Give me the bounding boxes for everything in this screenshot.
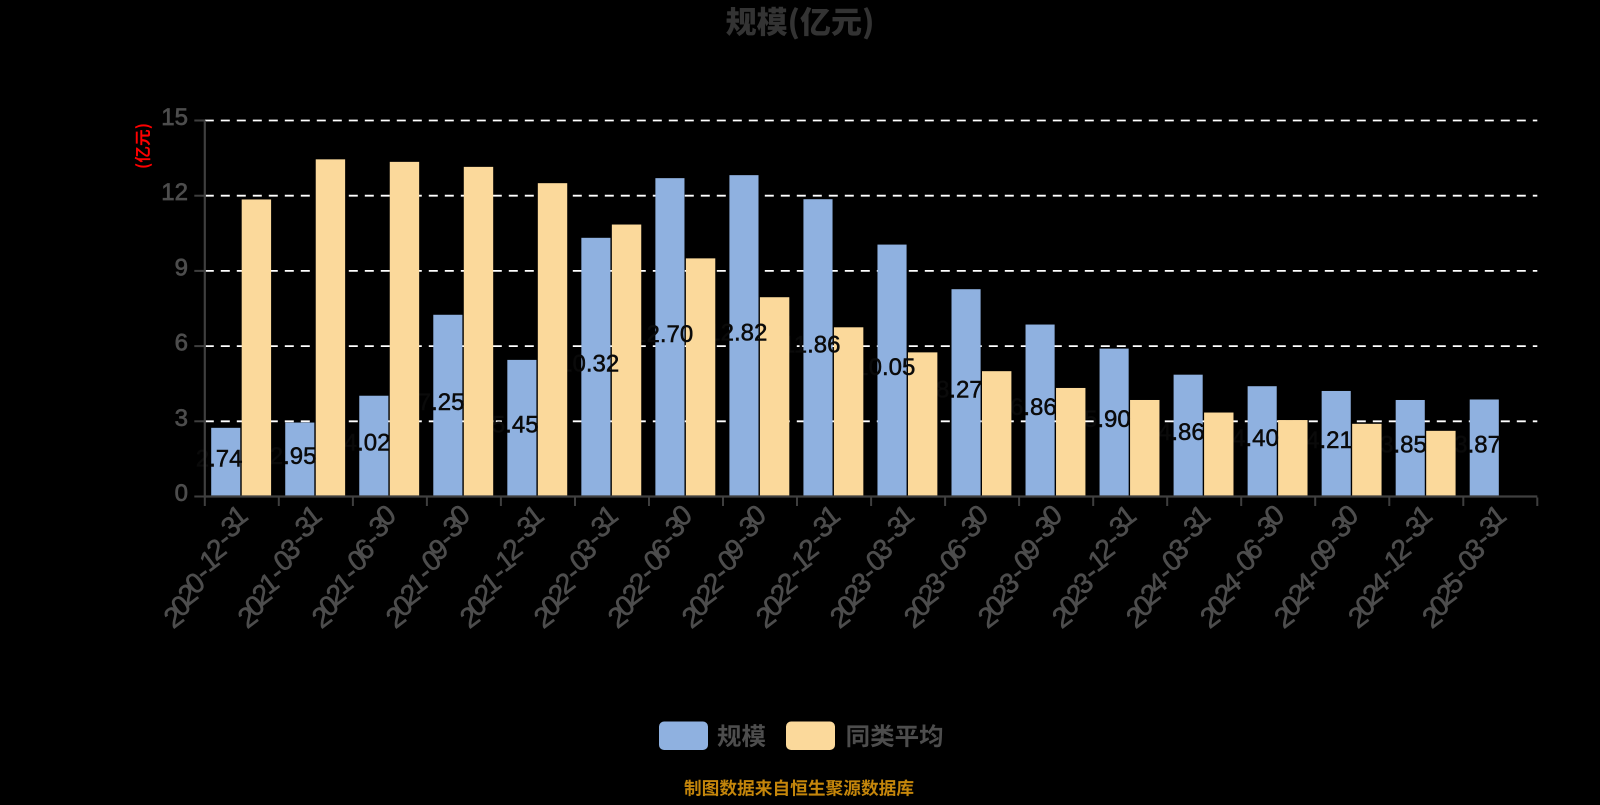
svg-text:3.85: 3.85 [1380,432,1427,459]
svg-text:12: 12 [161,179,188,206]
svg-text:6.86: 6.86 [1010,394,1057,421]
svg-text:4.86: 4.86 [1158,419,1205,446]
svg-text:12.82: 12.82 [707,319,767,346]
svg-text:10.05: 10.05 [855,354,915,381]
svg-text:10.32: 10.32 [559,351,619,378]
svg-text:4.40: 4.40 [1232,425,1279,452]
svg-text:15: 15 [161,104,188,131]
svg-text:3: 3 [175,405,188,432]
svg-text:5.90: 5.90 [1084,406,1131,433]
svg-text:11.86: 11.86 [782,331,840,358]
svg-text:2.74: 2.74 [196,446,243,473]
svg-text:7.25: 7.25 [418,389,465,416]
svg-text:6: 6 [175,330,188,357]
svg-text:5.45: 5.45 [492,412,539,439]
svg-text:8.27: 8.27 [936,376,983,403]
svg-text:4.02: 4.02 [344,430,391,457]
svg-text:9: 9 [175,254,188,281]
svg-text:4.21: 4.21 [1306,427,1353,454]
svg-text:3.87: 3.87 [1454,432,1501,459]
svg-text:2.95: 2.95 [270,443,317,470]
svg-text:12.70: 12.70 [633,321,693,348]
svg-text:0: 0 [175,480,188,507]
